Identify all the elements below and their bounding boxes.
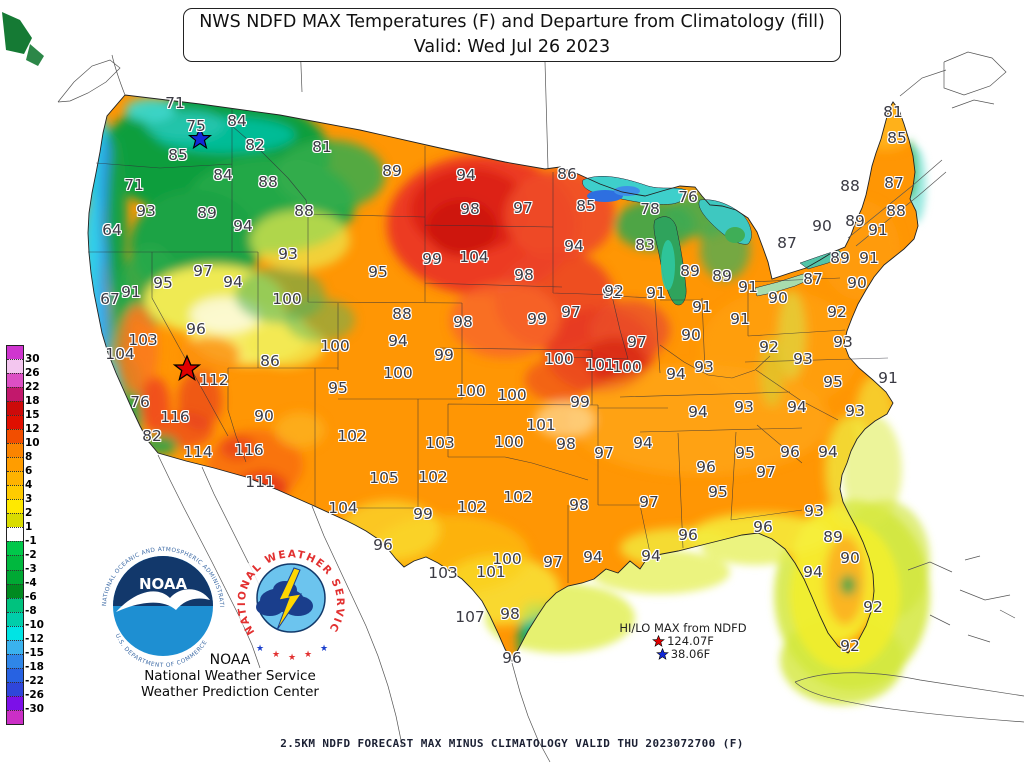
neighbor-country-outlines <box>57 9 1024 763</box>
title-box: NWS NDFD MAX Temperatures (F) and Depart… <box>183 8 841 62</box>
colorbar-segment <box>7 499 23 514</box>
lo-value: 38.06F <box>670 647 711 661</box>
agency-line2: National Weather Service <box>144 668 316 684</box>
agency-line1: NOAA <box>209 652 251 668</box>
colorbar-tick: 2 <box>25 507 33 519</box>
nws-stars: ★ ★ ★ ★ ★ <box>256 644 328 663</box>
colorbar-segment <box>7 485 23 500</box>
colorbar-tick: -26 <box>25 689 44 701</box>
colorbar-tick: -3 <box>25 563 37 575</box>
colorbar-segment <box>7 611 23 626</box>
title-line2: Valid: Wed Jul 26 2023 <box>413 37 611 57</box>
colorbar-tick: 1 <box>25 521 33 533</box>
colorbar-tick: 6 <box>25 465 33 477</box>
colorbar-segment <box>7 401 23 416</box>
lake-superior-blue-arm <box>587 190 623 202</box>
lo-star-icon <box>656 648 669 660</box>
colorbar-tick: 12 <box>25 423 40 435</box>
colorbar-segment <box>7 346 23 360</box>
colorbar-tick: 3 <box>25 493 33 505</box>
colorbar-segment <box>7 471 23 486</box>
colorbar-tick: 8 <box>25 451 33 463</box>
colorbar-tick: 30 <box>25 353 40 365</box>
colorbar-segment <box>7 443 23 458</box>
bc-coast-islands <box>2 12 44 66</box>
colorbar-segment <box>7 541 23 556</box>
us-outline <box>87 94 919 662</box>
noaa-seagull <box>116 589 210 612</box>
colorbar-segment <box>7 709 23 724</box>
colorbar-tick: -8 <box>25 605 37 617</box>
colorbar-segment <box>7 695 23 710</box>
great-lakes <box>582 175 845 306</box>
colorbar-tick: -4 <box>25 577 37 589</box>
colorbar-segment <box>7 527 23 542</box>
mexico-mainland-outline <box>311 505 551 763</box>
departure-colorbar <box>6 345 24 725</box>
colorbar-tick: 26 <box>25 367 40 379</box>
hi-value: 124.07F <box>667 634 714 648</box>
bottom-caption: 2.5KM NDFD FORECAST MAX MINUS CLIMATOLOG… <box>280 737 744 750</box>
colorbar-segment <box>7 681 23 696</box>
hilo-legend-header: HI/LO MAX from NDFD <box>619 621 747 635</box>
colorbar-segment <box>7 667 23 682</box>
hilo-legend: HI/LO MAX from NDFD 124.07F 38.06F <box>608 621 758 661</box>
colorbar-tick: -15 <box>25 647 44 659</box>
colorbar-tick-labels: 30 26 22 18 15 12 10 8 6 4 3 2 1 -1 -2 -3 -4 -6 -8 -10 -12 -1… <box>25 345 55 723</box>
hi-star-icon <box>652 635 665 647</box>
colorbar-tick: 18 <box>25 395 40 407</box>
colorbar-tick: -6 <box>25 591 37 603</box>
cuba-bahamas-outline <box>794 555 1024 723</box>
hilo-lo-row: 38.06F <box>608 648 758 661</box>
state-borders <box>88 108 889 583</box>
colorbar-segment <box>7 457 23 472</box>
colorbar-segment <box>7 625 23 640</box>
title-line1: NWS NDFD MAX Temperatures (F) and Depart… <box>199 12 825 33</box>
colorbar-tick: -10 <box>25 619 44 631</box>
colorbar-segment <box>7 639 23 654</box>
colorbar-segment <box>7 555 23 570</box>
colorbar-tick: -22 <box>25 675 44 687</box>
colorbar-tick: -30 <box>25 703 44 715</box>
colorbar-segment <box>7 429 23 444</box>
colorbar-tick: -1 <box>25 535 37 547</box>
colorbar-segment <box>7 387 23 402</box>
colorbar-tick: 22 <box>25 381 40 393</box>
svg-text:★: ★ <box>320 644 328 654</box>
colorbar-tick: -18 <box>25 661 44 673</box>
svg-text:★: ★ <box>272 650 280 660</box>
colorbar-segment <box>7 569 23 584</box>
colorbar-segment <box>7 653 23 668</box>
colorbar-segment <box>7 583 23 598</box>
lake-erie <box>754 271 814 297</box>
svg-text:★: ★ <box>304 650 312 660</box>
colorbar-segment <box>7 415 23 430</box>
colorbar-segment <box>7 373 23 388</box>
colorbar-segment <box>7 359 23 374</box>
svg-text:★: ★ <box>256 644 264 654</box>
colorbar-segment <box>7 597 23 612</box>
colorbar-tick: 10 <box>25 437 40 449</box>
agency-line3: Weather Prediction Center <box>141 684 319 700</box>
hilo-hi-row: 124.07F <box>608 635 758 648</box>
svg-text:★: ★ <box>288 653 296 663</box>
nws-lightning-bolt <box>276 567 303 631</box>
colorbar-tick: -2 <box>25 549 37 561</box>
lake-ontario <box>799 249 845 270</box>
colorbar-tick: -12 <box>25 633 44 645</box>
colorbar-tick: 4 <box>25 479 33 491</box>
agency-block: NOAA National Weather Service Weather Pr… <box>112 652 348 700</box>
noaa-logo-text: NOAA <box>139 575 188 593</box>
colorbar-segment <box>7 513 23 528</box>
colorbar-tick: 15 <box>25 409 40 421</box>
